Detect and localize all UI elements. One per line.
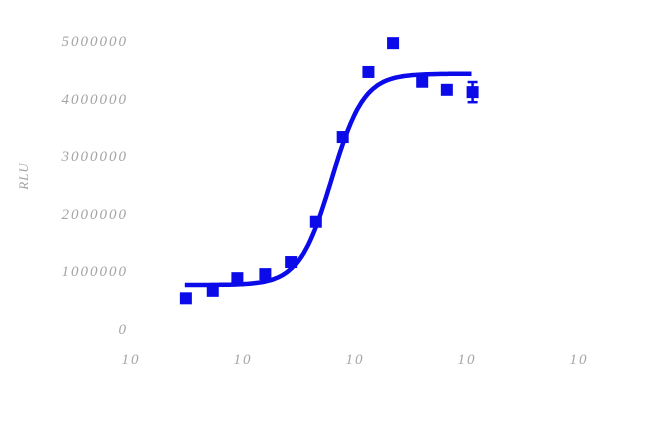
y-tick-label: 5000000 [61, 34, 128, 50]
data-point [179, 292, 192, 305]
data-point [362, 65, 375, 78]
y-tick-label: 1000000 [61, 264, 128, 281]
data-point [440, 83, 453, 96]
data-point [336, 131, 349, 144]
data-point [285, 256, 298, 269]
y-tick-label: 4000000 [61, 91, 128, 108]
x-tick-label: 10 [569, 352, 589, 368]
data-point [416, 75, 429, 88]
data-point [466, 86, 479, 99]
data-point [387, 37, 400, 50]
x-tick-label: 10 [233, 352, 253, 368]
x-tick-label: 10 [457, 352, 477, 368]
fit-curve [184, 71, 472, 288]
x-tick-label: 10 [121, 352, 141, 368]
y-tick-label: 0 [118, 322, 128, 338]
data-point [231, 272, 244, 285]
y-tick-label: 3000000 [61, 149, 128, 166]
data-point [206, 284, 219, 297]
y-tick-label: 2000000 [61, 206, 128, 223]
x-tick-label: 10 [345, 352, 365, 368]
data-point [259, 268, 272, 281]
data-point [309, 215, 322, 228]
